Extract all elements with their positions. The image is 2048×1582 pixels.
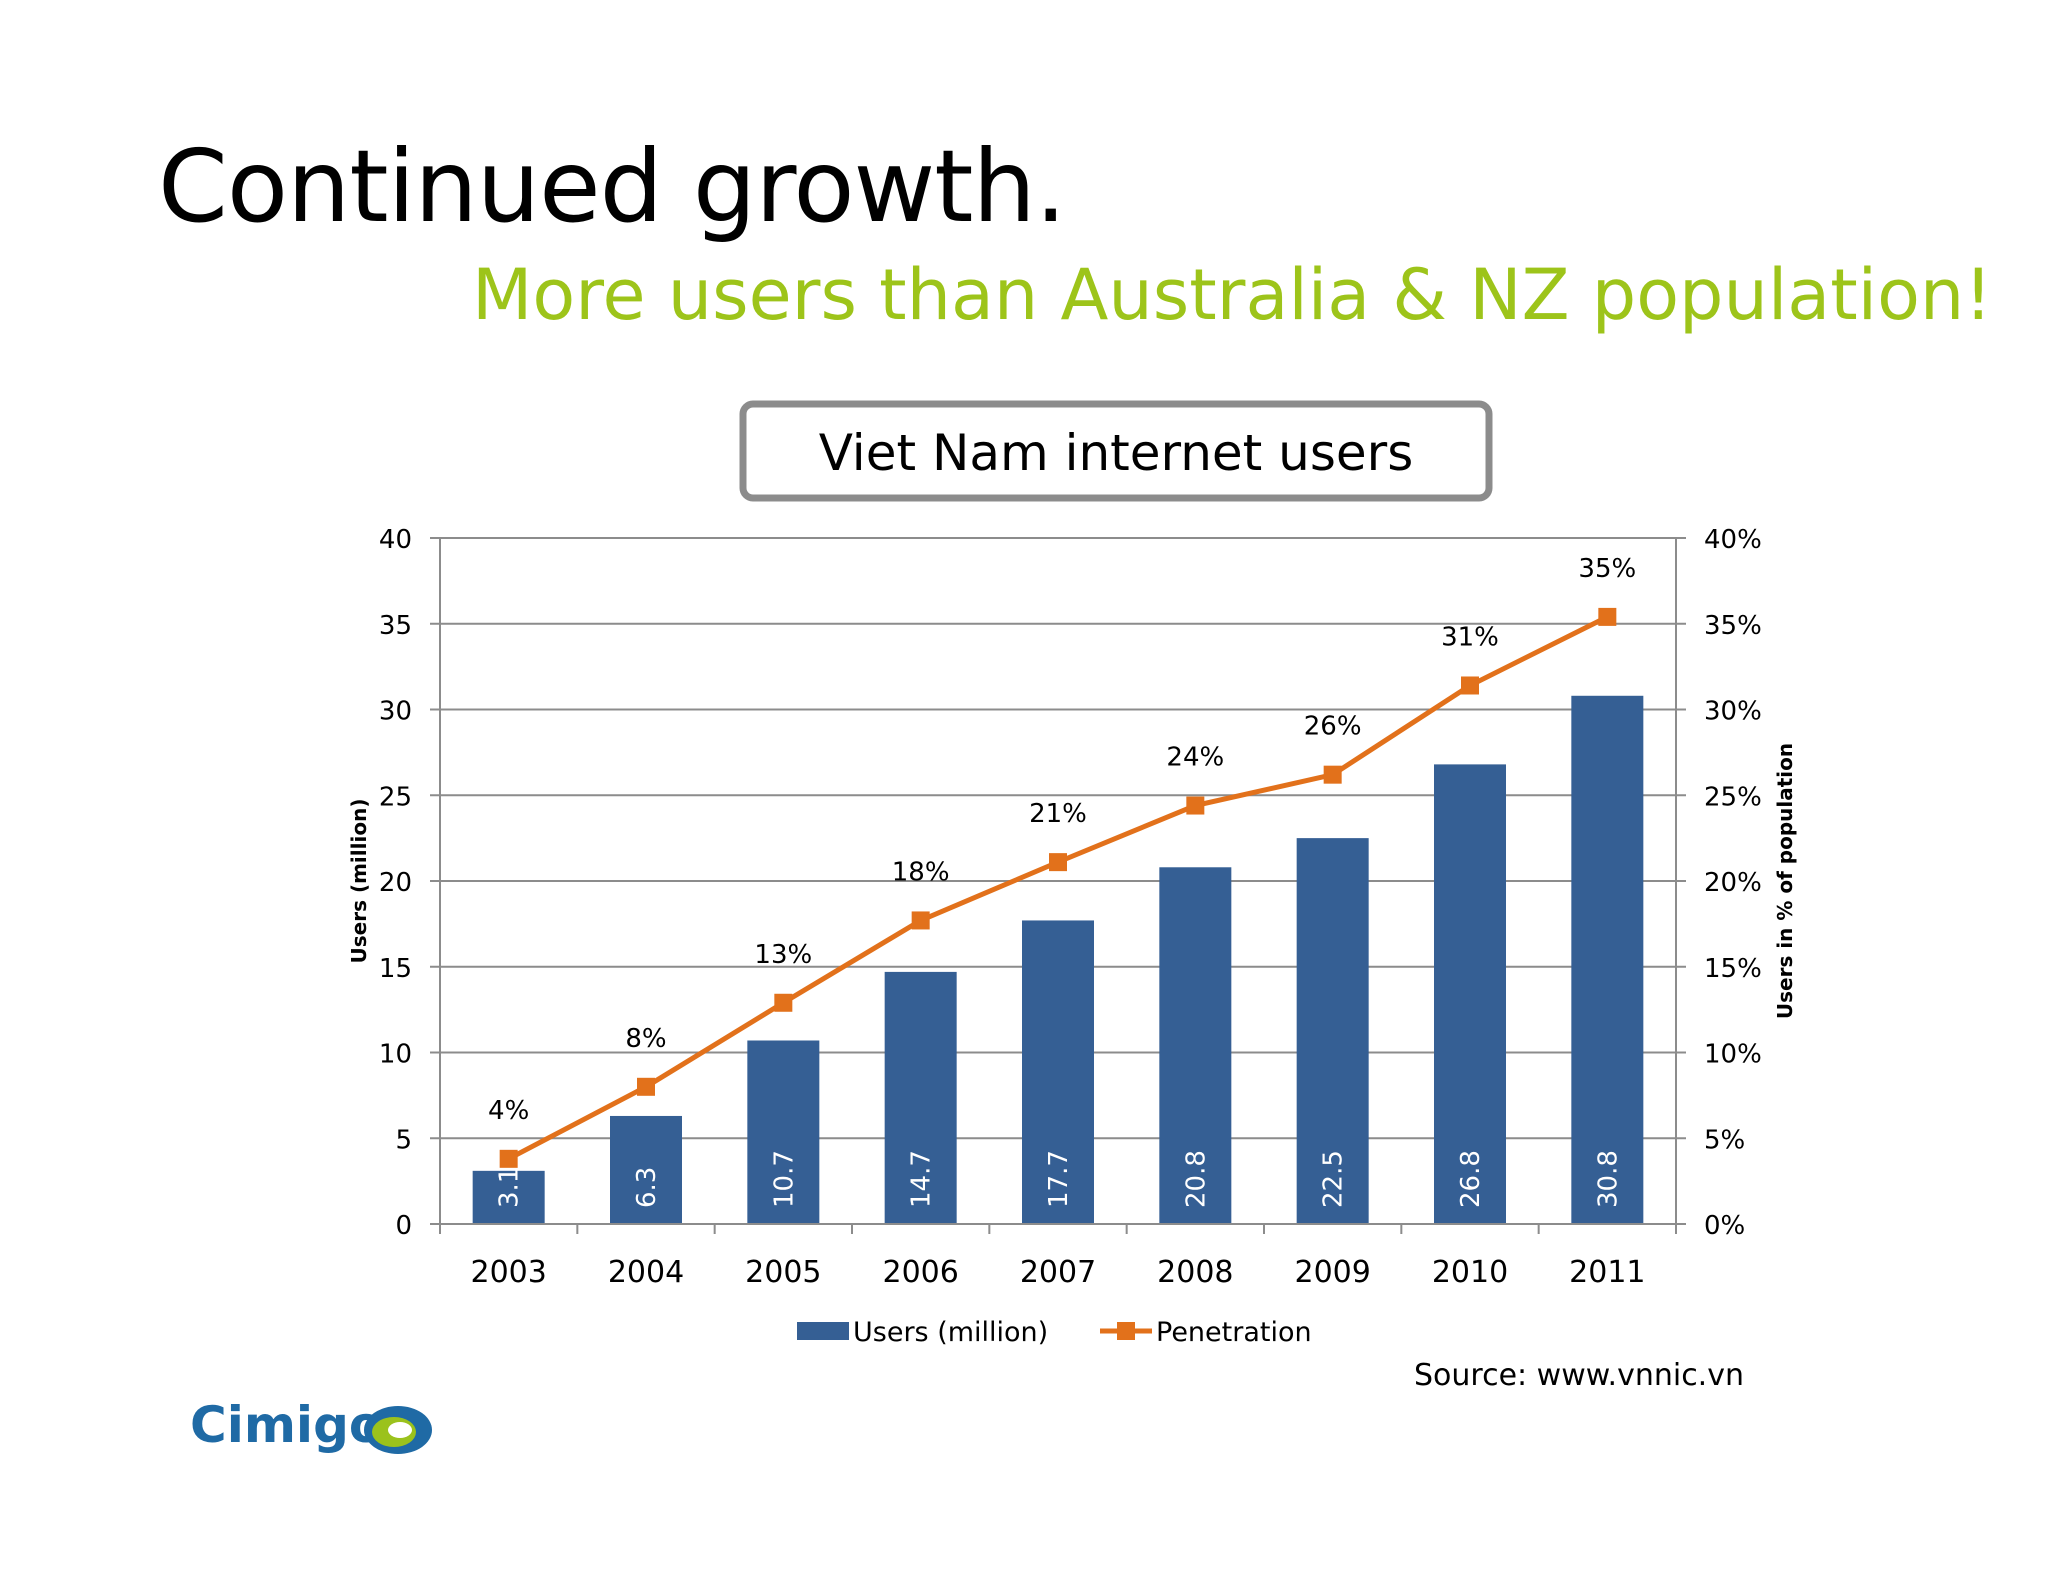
bar-value-label: 30.8 <box>1593 1150 1623 1208</box>
bar-value-label: 22.5 <box>1319 1150 1349 1208</box>
line-marker <box>1461 676 1479 695</box>
y-right-tick-label: 15% <box>1704 954 1762 984</box>
y-tick-label: 5 <box>395 1125 412 1155</box>
y-tick-label: 25 <box>379 782 412 812</box>
bar-value-label: 26.8 <box>1456 1150 1486 1208</box>
bar <box>884 971 957 1224</box>
y-tick-label: 30 <box>379 697 412 727</box>
line-marker <box>911 911 930 930</box>
line-value-label: 8% <box>625 1024 666 1054</box>
y-right-tick-label: 40% <box>1704 525 1762 555</box>
line-value-label: 18% <box>892 857 950 887</box>
y-right-tick-label: 0% <box>1704 1211 1745 1241</box>
bar-value-label: 10.7 <box>769 1150 799 1208</box>
line-value-label: 26% <box>1304 712 1362 742</box>
y-tick-label: 0 <box>395 1211 412 1241</box>
y-right-tick-label: 30% <box>1704 697 1762 727</box>
x-tick-label: 2008 <box>1157 1255 1233 1290</box>
line-marker <box>1323 765 1342 784</box>
chart-title-box <box>739 400 1493 502</box>
x-tick-label: 2009 <box>1294 1255 1370 1290</box>
bar <box>1022 920 1094 1224</box>
line-marker <box>774 993 793 1012</box>
line-value-label: 31% <box>1441 622 1499 652</box>
eye-logo-icon <box>364 1406 432 1454</box>
x-tick-label: 2007 <box>1020 1255 1096 1290</box>
y-tick-label: 20 <box>379 868 412 898</box>
x-tick-label: 2010 <box>1432 1255 1508 1290</box>
y-tick-label: 40 <box>379 525 412 555</box>
y-right-tick-label: 20% <box>1704 868 1762 898</box>
line-marker <box>1598 607 1617 626</box>
y-right-axis-title: Users in % of population <box>1773 743 1797 1019</box>
x-tick-label: 2004 <box>608 1255 684 1290</box>
y-tick-label: 10 <box>379 1040 412 1070</box>
x-tick-label: 2005 <box>745 1255 821 1290</box>
logo-wordmark: Cimigo <box>190 1396 383 1454</box>
y-right-tick-label: 5% <box>1704 1125 1745 1155</box>
line-value-label: 21% <box>1029 799 1087 829</box>
source-note: Source: www.vnnic.vn <box>1414 1358 1744 1393</box>
line-marker <box>1186 796 1205 815</box>
bar-value-label: 17.7 <box>1044 1150 1074 1208</box>
y-right-tick-label: 25% <box>1704 782 1762 812</box>
chart-title: Viet Nam internet users <box>819 424 1414 482</box>
slide-subtitle: More users than Australia & NZ populatio… <box>472 254 1993 336</box>
bar <box>1571 695 1644 1224</box>
y-right-tick-label: 10% <box>1704 1040 1762 1070</box>
bar <box>1296 838 1369 1224</box>
bar-value-label: 20.8 <box>1181 1150 1211 1208</box>
legend-marker-penetration <box>1117 1322 1135 1340</box>
line-value-label: 4% <box>488 1096 529 1126</box>
line-value-label: 24% <box>1166 743 1224 773</box>
bar <box>1434 764 1506 1224</box>
legend-label-penetration: Penetration <box>1156 1317 1312 1348</box>
bar-value-label: 6.3 <box>632 1167 662 1208</box>
bar-value-label: 3.1 <box>495 1167 525 1208</box>
y-tick-label: 35 <box>379 611 412 641</box>
bar-value-label: 14.7 <box>907 1150 937 1208</box>
bar <box>747 1040 820 1224</box>
bar <box>472 1170 545 1224</box>
legend-swatch-users <box>797 1322 849 1340</box>
line-value-label: 35% <box>1578 554 1636 584</box>
x-tick-label: 2003 <box>470 1255 546 1290</box>
x-tick-label: 2011 <box>1569 1255 1645 1290</box>
line-marker <box>499 1149 518 1168</box>
cimigo-logo: Cimigo <box>190 1396 432 1454</box>
bar <box>1159 867 1232 1224</box>
legend-label-users: Users (million) <box>853 1317 1048 1348</box>
line-marker <box>637 1077 655 1096</box>
line-marker <box>1049 853 1067 872</box>
slide-title: Continued growth. <box>158 128 1067 245</box>
bar <box>610 1115 682 1224</box>
y-axis-title: Users (million) <box>347 799 371 964</box>
y-right-tick-label: 35% <box>1704 611 1762 641</box>
y-tick-label: 15 <box>379 954 412 984</box>
x-tick-label: 2006 <box>882 1255 958 1290</box>
line-value-label: 13% <box>754 940 812 970</box>
